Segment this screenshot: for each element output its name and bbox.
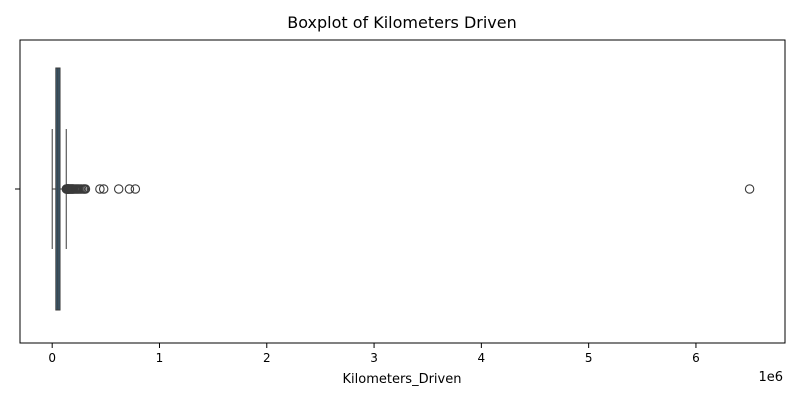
x-tick-label: 1	[156, 351, 164, 365]
x-axis-ticks: 0 1 2 3 4 5 6	[48, 343, 700, 365]
x-axis-label: Kilometers_Driven	[343, 372, 462, 387]
chart-title: Boxplot of Kilometers Driven	[287, 13, 517, 32]
outlier-point	[113, 184, 124, 194]
outlier-point	[80, 184, 91, 194]
outlier-point	[124, 184, 135, 194]
outlier-point	[130, 184, 141, 194]
plot-area	[19, 39, 786, 344]
outlier-point	[95, 184, 105, 194]
box-element	[51, 67, 67, 311]
x-tick-label: 5	[585, 351, 593, 365]
x-tick-label: 0	[48, 351, 56, 365]
x-tick-label: 3	[370, 351, 378, 365]
outlier-point	[744, 184, 755, 194]
x-tick-label: 2	[263, 351, 271, 365]
x-tick-label: 4	[478, 351, 486, 365]
outlier-points	[61, 184, 755, 194]
axis-offset-label: 1e6	[758, 370, 783, 385]
outlier-point	[98, 184, 109, 194]
x-tick-label: 6	[692, 351, 700, 365]
